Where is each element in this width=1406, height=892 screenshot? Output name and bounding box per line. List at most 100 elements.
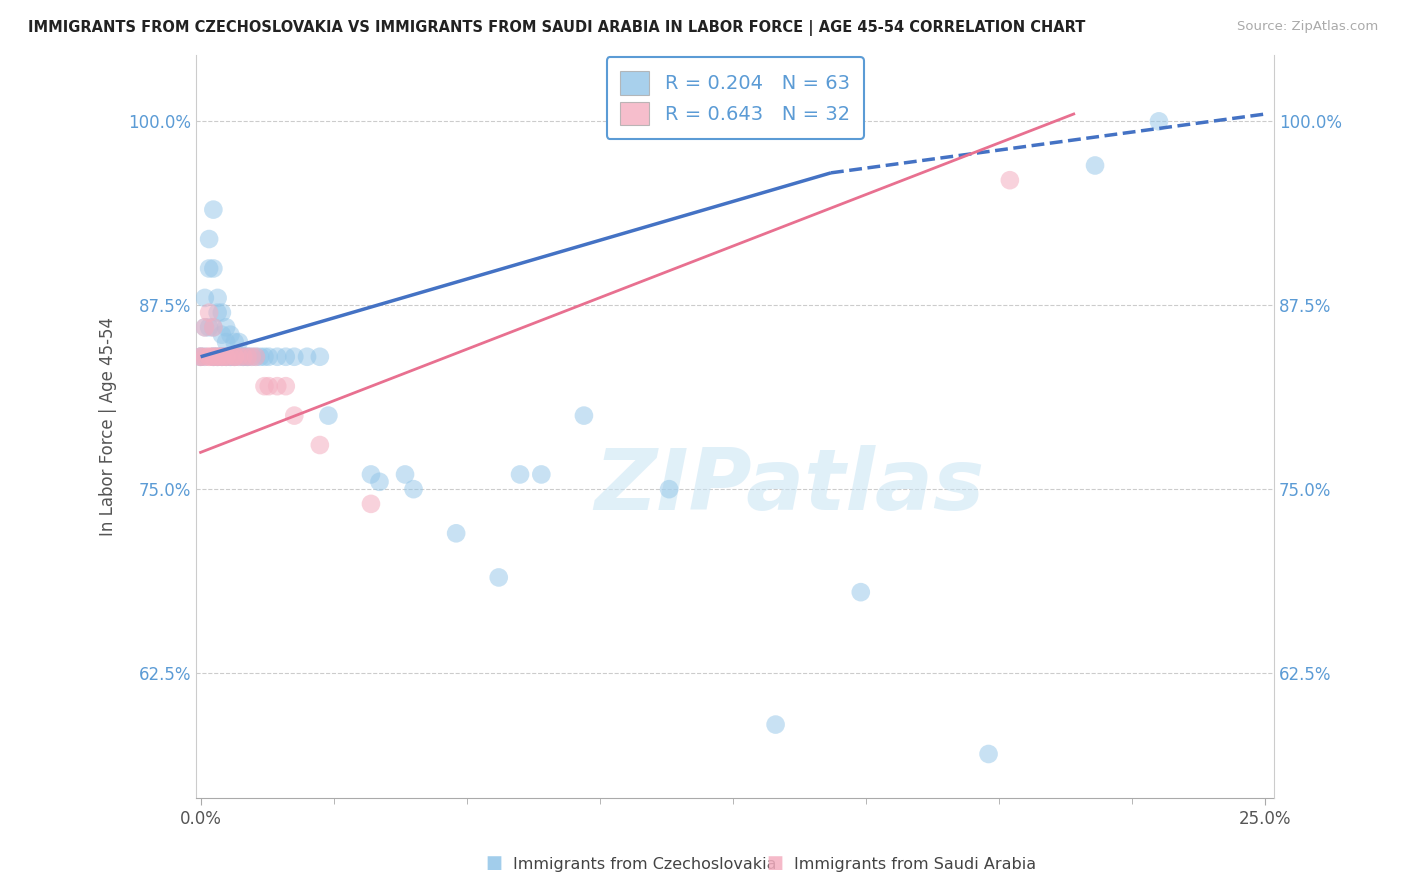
Point [402, 482, 425, 496]
Point [202, 350, 225, 364]
Point [194, 320, 217, 334]
Point [318, 409, 340, 423]
Text: Immigrants from Saudi Arabia: Immigrants from Saudi Arabia [794, 857, 1036, 872]
Point [219, 327, 242, 342]
Point [215, 334, 238, 349]
Point [202, 202, 225, 217]
Point [245, 350, 267, 364]
Point [274, 350, 297, 364]
Point [509, 467, 531, 482]
Point [658, 482, 681, 496]
Point [232, 350, 254, 364]
Point [488, 570, 510, 584]
Point [202, 261, 225, 276]
Legend: R = 0.204   N = 63, R = 0.643   N = 32: R = 0.204 N = 63, R = 0.643 N = 32 [606, 57, 863, 139]
Point [283, 409, 305, 423]
Point [198, 305, 221, 319]
Point [228, 334, 250, 349]
Point [202, 350, 225, 364]
Point [215, 350, 238, 364]
Point [190, 350, 212, 364]
Point [211, 327, 233, 342]
Text: Immigrants from Czechoslovakia: Immigrants from Czechoslovakia [513, 857, 776, 872]
Text: ZIPatlas: ZIPatlas [593, 444, 984, 527]
Point [194, 350, 217, 364]
Point [219, 350, 242, 364]
Point [444, 526, 467, 541]
Point [394, 467, 416, 482]
Point [194, 350, 217, 364]
Point [530, 467, 553, 482]
Text: IMMIGRANTS FROM CZECHOSLOVAKIA VS IMMIGRANTS FROM SAUDI ARABIA IN LABOR FORCE | : IMMIGRANTS FROM CZECHOSLOVAKIA VS IMMIGR… [28, 20, 1085, 36]
Point [198, 261, 221, 276]
Point [207, 305, 229, 319]
Point [253, 350, 276, 364]
Point [224, 350, 246, 364]
Point [215, 350, 238, 364]
Point [849, 585, 872, 599]
Point [245, 350, 267, 364]
Point [228, 350, 250, 364]
Point [236, 350, 259, 364]
Point [207, 350, 229, 364]
Point [190, 350, 212, 364]
Point [207, 291, 229, 305]
Point [207, 350, 229, 364]
Text: ■: ■ [485, 855, 502, 872]
Point [202, 320, 225, 334]
Point [232, 350, 254, 364]
Point [228, 350, 250, 364]
Point [266, 350, 288, 364]
Point [207, 350, 229, 364]
Point [274, 379, 297, 393]
Point [308, 438, 330, 452]
Point [198, 350, 221, 364]
Point [198, 320, 221, 334]
Point [249, 350, 271, 364]
Y-axis label: In Labor Force | Age 45-54: In Labor Force | Age 45-54 [100, 318, 117, 536]
Point [266, 379, 288, 393]
Point [224, 350, 246, 364]
Point [211, 305, 233, 319]
Point [236, 350, 259, 364]
Point [215, 350, 238, 364]
Point [211, 350, 233, 364]
Point [360, 467, 382, 482]
Point [198, 232, 221, 246]
Point [572, 409, 595, 423]
Point [194, 291, 217, 305]
Point [224, 350, 246, 364]
Point [190, 350, 212, 364]
Point [232, 350, 254, 364]
Point [295, 350, 318, 364]
Point [1147, 114, 1170, 128]
Point [765, 717, 787, 731]
Point [219, 350, 242, 364]
Point [236, 350, 259, 364]
Point [194, 320, 217, 334]
Point [211, 350, 233, 364]
Point [240, 350, 263, 364]
Point [308, 350, 330, 364]
Point [219, 350, 242, 364]
Point [977, 747, 1000, 761]
Point [215, 350, 238, 364]
Point [190, 350, 212, 364]
Point [257, 350, 280, 364]
Point [998, 173, 1021, 187]
Point [207, 350, 229, 364]
Point [368, 475, 391, 489]
Point [202, 320, 225, 334]
Point [224, 334, 246, 349]
Point [283, 350, 305, 364]
Point [1084, 159, 1107, 173]
Point [215, 320, 238, 334]
Point [211, 350, 233, 364]
Point [253, 379, 276, 393]
Text: Source: ZipAtlas.com: Source: ZipAtlas.com [1237, 20, 1378, 33]
Point [360, 497, 382, 511]
Point [257, 379, 280, 393]
Point [224, 350, 246, 364]
Point [202, 350, 225, 364]
Point [211, 350, 233, 364]
